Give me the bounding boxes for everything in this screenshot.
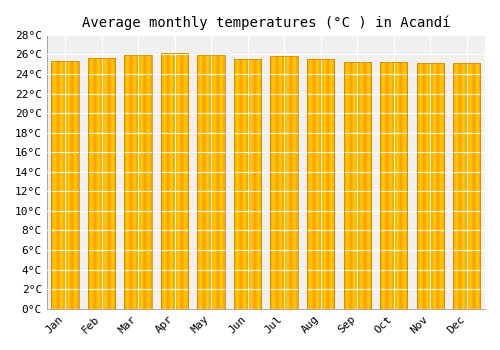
Bar — [307, 59, 334, 309]
Bar — [234, 59, 262, 309]
Title: Average monthly temperatures (°C ) in Acandí: Average monthly temperatures (°C ) in Ac… — [82, 15, 450, 29]
Bar — [198, 55, 225, 309]
Bar — [88, 58, 116, 309]
Bar — [344, 62, 371, 309]
Bar — [161, 54, 188, 309]
Bar — [52, 61, 79, 309]
Bar — [416, 63, 444, 309]
Bar — [380, 62, 407, 309]
Bar — [124, 55, 152, 309]
Bar — [453, 63, 480, 309]
Bar — [270, 56, 298, 309]
